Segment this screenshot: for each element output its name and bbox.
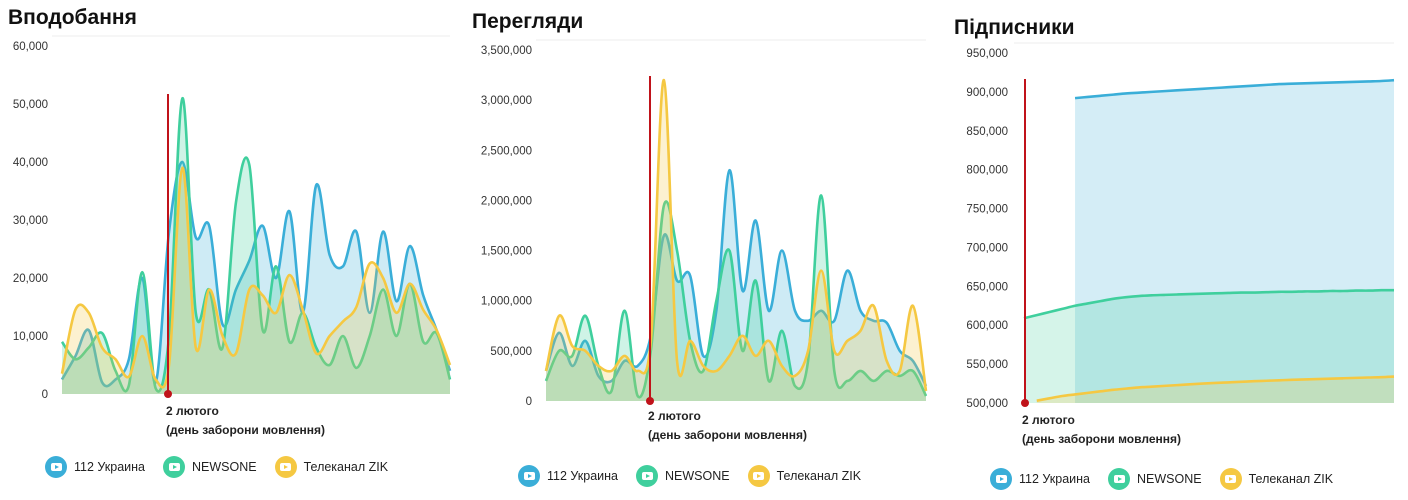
legend-label: Телеканал ZIK bbox=[776, 469, 862, 483]
y-tick-label: 2,000,000 bbox=[481, 195, 532, 207]
y-tick-label: 3,500,000 bbox=[481, 45, 532, 57]
y-tick-label: 0 bbox=[42, 389, 48, 401]
youtube-icon bbox=[163, 456, 185, 478]
youtube-icon bbox=[747, 465, 770, 487]
ban-day-annotation: 2 лютого bbox=[648, 409, 701, 423]
ban-day-annotation: 2 лютого bbox=[166, 404, 219, 418]
legend-item[interactable]: NEWSONE bbox=[636, 465, 730, 487]
y-tick-label: 60,000 bbox=[13, 41, 48, 53]
y-tick-label: 750,000 bbox=[966, 204, 1008, 216]
legend-item[interactable]: Телеканал ZIK bbox=[747, 465, 862, 487]
youtube-icon bbox=[518, 465, 540, 487]
y-tick-label: 850,000 bbox=[966, 126, 1008, 138]
legend-label: NEWSONE bbox=[1137, 472, 1202, 486]
ban-day-annotation: (день заборони мовлення) bbox=[166, 423, 325, 437]
legend-label: NEWSONE bbox=[192, 460, 257, 474]
ban-day-annotation: (день заборони мовлення) bbox=[648, 428, 807, 442]
series-area bbox=[62, 98, 450, 394]
legend-item[interactable]: NEWSONE bbox=[1108, 468, 1202, 490]
chart-panel: Підписники 950,000 900,000 850,000 800,000 75… bbox=[948, 0, 1408, 500]
y-tick-label: 550,000 bbox=[966, 359, 1008, 371]
series-area bbox=[546, 80, 926, 401]
y-tick-label: 700,000 bbox=[966, 242, 1008, 254]
legend-item[interactable]: Телеканал ZIK bbox=[1219, 468, 1334, 490]
ban-day-annotation: 2 лютого bbox=[1022, 413, 1075, 427]
youtube-icon bbox=[1108, 468, 1130, 490]
series-line bbox=[60, 166, 452, 389]
y-tick-label: 40,000 bbox=[13, 157, 48, 169]
y-tick-label: 950,000 bbox=[966, 48, 1008, 60]
chart-panel: Перегляди 3,500,000 3,000,000 2,500,000 2,00… bbox=[468, 0, 938, 500]
ban-day-annotation: (день заборони мовлення) bbox=[1022, 432, 1181, 446]
chart-svg: 950,000 900,000 850,000 800,000 750,000 700,0… bbox=[966, 42, 1395, 446]
legend-label: Телеканал ZIK bbox=[1248, 472, 1334, 486]
series-line bbox=[1074, 78, 1395, 100]
legend-item[interactable]: 112 Украина bbox=[518, 465, 618, 487]
y-tick-label: 600,000 bbox=[966, 320, 1008, 332]
ban-day-marker-dot bbox=[164, 390, 172, 398]
y-tick-label: 30,000 bbox=[13, 215, 48, 227]
y-tick-label: 500,000 bbox=[966, 398, 1008, 410]
chart-svg: 60,000 50,000 40,000 30,000 20,000 10,000 0 2 л… bbox=[13, 35, 452, 437]
y-tick-label: 1,500,000 bbox=[481, 246, 532, 258]
youtube-icon bbox=[274, 456, 297, 478]
y-tick-label: 3,000,000 bbox=[481, 95, 532, 107]
legend-label: 112 Украина bbox=[74, 460, 145, 474]
series-area bbox=[62, 167, 450, 394]
legend-item[interactable]: Телеканал ZIK bbox=[274, 456, 389, 478]
series-area bbox=[1075, 80, 1394, 403]
legend-item[interactable]: 112 Украина bbox=[990, 468, 1090, 490]
chart-legend: 112 Украина NEWSONE Телеканал ZIK bbox=[990, 468, 1333, 490]
chart-title: Підписники bbox=[954, 16, 1075, 39]
legend-item[interactable]: NEWSONE bbox=[163, 456, 257, 478]
chart-legend: 112 Украина NEWSONE Телеканал ZIK bbox=[518, 465, 861, 487]
series-line bbox=[544, 78, 928, 392]
chart-svg: 3,500,000 3,000,000 2,500,000 2,000,000 1,50… bbox=[481, 39, 928, 442]
y-tick-label: 1,000,000 bbox=[481, 296, 532, 308]
legend-label: 112 Украина bbox=[1019, 472, 1090, 486]
legend-label: Телеканал ZIK bbox=[303, 460, 389, 474]
youtube-icon bbox=[45, 456, 67, 478]
y-tick-label: 0 bbox=[526, 396, 532, 408]
legend-label: NEWSONE bbox=[665, 469, 730, 483]
series-area bbox=[62, 161, 450, 394]
chart-legend: 112 Украина NEWSONE Телеканал ZIK bbox=[45, 456, 388, 478]
youtube-icon bbox=[636, 465, 658, 487]
y-tick-label: 500,000 bbox=[490, 346, 532, 358]
series-line bbox=[60, 160, 452, 388]
ban-day-marker-dot bbox=[646, 397, 654, 405]
series-line bbox=[60, 96, 452, 393]
y-tick-label: 2,500,000 bbox=[481, 145, 532, 157]
series-line bbox=[1036, 375, 1395, 402]
y-tick-label: 20,000 bbox=[13, 273, 48, 285]
y-tick-label: 10,000 bbox=[13, 331, 48, 343]
series-area bbox=[1036, 376, 1394, 403]
y-tick-label: 800,000 bbox=[966, 165, 1008, 177]
chart-title: Перегляди bbox=[472, 10, 584, 33]
series-area bbox=[546, 195, 926, 401]
youtube-icon bbox=[1219, 468, 1242, 490]
y-tick-label: 650,000 bbox=[966, 281, 1008, 293]
y-tick-label: 50,000 bbox=[13, 99, 48, 111]
youtube-icon bbox=[990, 468, 1012, 490]
legend-item[interactable]: 112 Украина bbox=[45, 456, 145, 478]
ban-day-marker-dot bbox=[1021, 399, 1029, 407]
chart-title: Вподобання bbox=[8, 6, 137, 29]
chart-panel: Вподобання 60,000 50,000 40,000 30,000 20,000… bbox=[0, 0, 460, 500]
series-area bbox=[1024, 290, 1394, 403]
series-line bbox=[1023, 288, 1395, 320]
y-tick-label: 900,000 bbox=[966, 87, 1008, 99]
legend-label: 112 Украина bbox=[547, 469, 618, 483]
